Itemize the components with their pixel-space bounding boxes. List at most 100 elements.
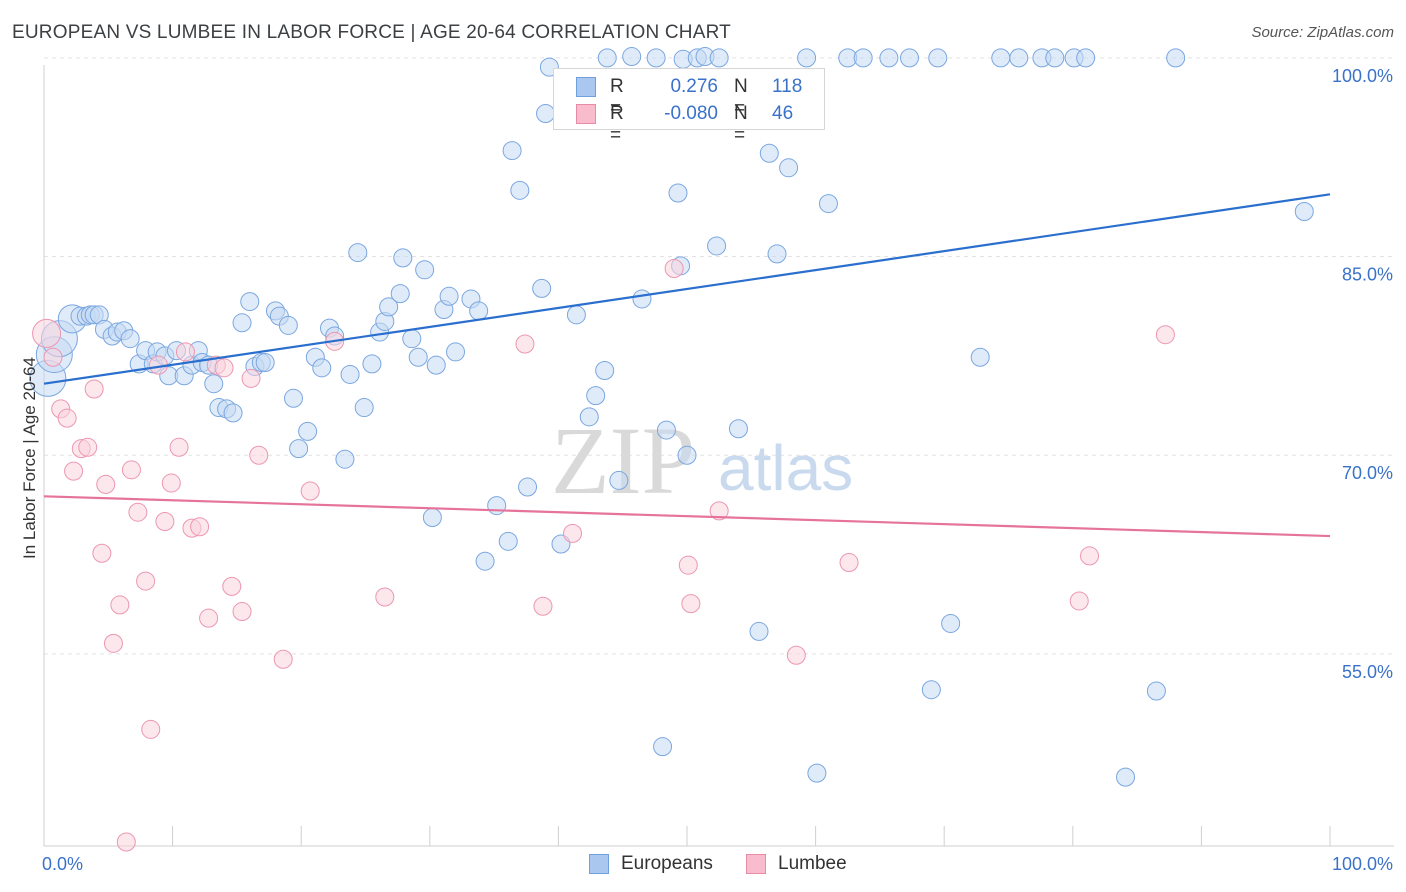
europeans-point — [797, 48, 817, 68]
lumbee-point — [64, 461, 84, 481]
lumbee-point — [709, 501, 729, 521]
legend-r-value: 0.276 — [670, 76, 718, 97]
x-tick-label: 0.0% — [42, 854, 83, 874]
lumbee-point — [786, 645, 806, 665]
lumbee-point — [533, 596, 553, 616]
lumbee-point — [515, 334, 535, 354]
axes — [43, 65, 1394, 847]
europeans-point — [379, 297, 399, 317]
europeans-point — [362, 354, 382, 374]
bottom-legend-label-lumbee: Lumbee — [778, 853, 847, 874]
europeans-point — [298, 421, 318, 441]
y-tick-label: 70.0% — [1342, 463, 1393, 483]
y-tick-label: 55.0% — [1342, 662, 1393, 682]
europeans-point — [240, 292, 260, 312]
lumbee-point — [249, 445, 269, 465]
lumbee-point — [563, 523, 583, 543]
europeans-point — [767, 244, 787, 264]
europeans-point — [1116, 767, 1136, 787]
watermark: ZIP atlas — [551, 407, 853, 514]
europeans-point — [728, 419, 748, 439]
europeans-point — [759, 143, 779, 163]
europeans-point — [779, 158, 799, 178]
grid-lines — [44, 57, 1394, 655]
europeans-point — [586, 386, 606, 406]
europeans-point — [707, 236, 727, 256]
europeans-point — [595, 360, 615, 380]
lumbee-point — [375, 587, 395, 607]
x-tick-label: 100.0% — [1332, 854, 1393, 874]
lumbee-point — [92, 543, 112, 563]
lumbee-point — [681, 594, 701, 614]
europeans-point — [597, 48, 617, 68]
europeans-point — [426, 355, 446, 375]
lumbee-point — [136, 571, 156, 591]
europeans-point — [579, 407, 599, 427]
europeans-point — [853, 48, 873, 68]
europeans-point — [818, 194, 838, 214]
watermark-zip: ZIP — [551, 407, 695, 514]
trend-lines — [43, 193, 1331, 538]
lumbee-point — [1155, 325, 1175, 345]
europeans-point — [510, 180, 530, 200]
lumbee-point — [190, 517, 210, 537]
lumbee-point — [121, 460, 141, 480]
lumbee-point — [96, 474, 116, 494]
bottom-legend-label-europeans: Europeans — [621, 853, 713, 874]
europeans-point — [475, 551, 495, 571]
europeans-point — [204, 374, 224, 394]
legend-swatch-lumbee — [576, 104, 596, 124]
lumbee-point — [116, 832, 136, 852]
lumbee-point — [103, 633, 123, 653]
europeans-point — [518, 477, 538, 497]
europeans-point — [1166, 48, 1186, 68]
lumbee-point — [84, 379, 104, 399]
europeans-point — [1146, 681, 1166, 701]
europeans-point — [532, 278, 552, 298]
europeans-point — [340, 364, 360, 384]
europeans-point — [622, 47, 642, 67]
europeans-point — [502, 141, 522, 161]
y-tick-label: 85.0% — [1342, 265, 1393, 285]
legend-r-label: R = — [610, 76, 624, 119]
lumbee-point — [57, 408, 77, 428]
europeans-point — [354, 398, 374, 418]
lumbee-point — [1069, 591, 1089, 611]
lumbee-point — [43, 347, 63, 367]
europeans-point — [807, 763, 827, 783]
europeans-point — [393, 248, 413, 268]
legend-r-label: R = — [610, 103, 624, 146]
lumbee-point — [128, 502, 148, 522]
lumbee-point — [155, 511, 175, 531]
lumbee-point — [1080, 546, 1100, 566]
europeans-point — [899, 48, 919, 68]
legend-r-value: -0.080 — [664, 103, 718, 124]
europeans-point — [498, 531, 518, 551]
europeans-point — [609, 470, 629, 490]
lumbee-point — [300, 481, 320, 501]
lumbee-point — [222, 576, 242, 596]
legend-swatch-europeans — [576, 77, 596, 97]
europeans-point — [928, 48, 948, 68]
europeans-point — [970, 347, 990, 367]
europeans-point — [879, 48, 899, 68]
lumbee-point — [78, 437, 98, 457]
bottom-legend-swatch-lumbee — [746, 854, 766, 874]
legend-n-value: 46 — [772, 103, 794, 124]
europeans-point — [469, 301, 489, 321]
correlation-legend: R = 0.276 N = 118 R = -0.080 N = 46 — [553, 68, 825, 146]
y-tick-label: 100.0% — [1332, 66, 1393, 86]
europeans-point — [1076, 48, 1096, 68]
europeans-point — [1294, 202, 1314, 222]
lumbee-trend-line — [43, 495, 1331, 538]
europeans-point — [566, 305, 586, 325]
europeans-point — [255, 353, 275, 373]
lumbee-point — [169, 437, 189, 457]
europeans-point — [422, 508, 442, 528]
europeans-point — [653, 737, 673, 757]
watermark-atlas: atlas — [718, 432, 853, 504]
europeans-point — [632, 289, 652, 309]
lumbee-point — [199, 608, 219, 628]
lumbee-point — [141, 719, 161, 739]
